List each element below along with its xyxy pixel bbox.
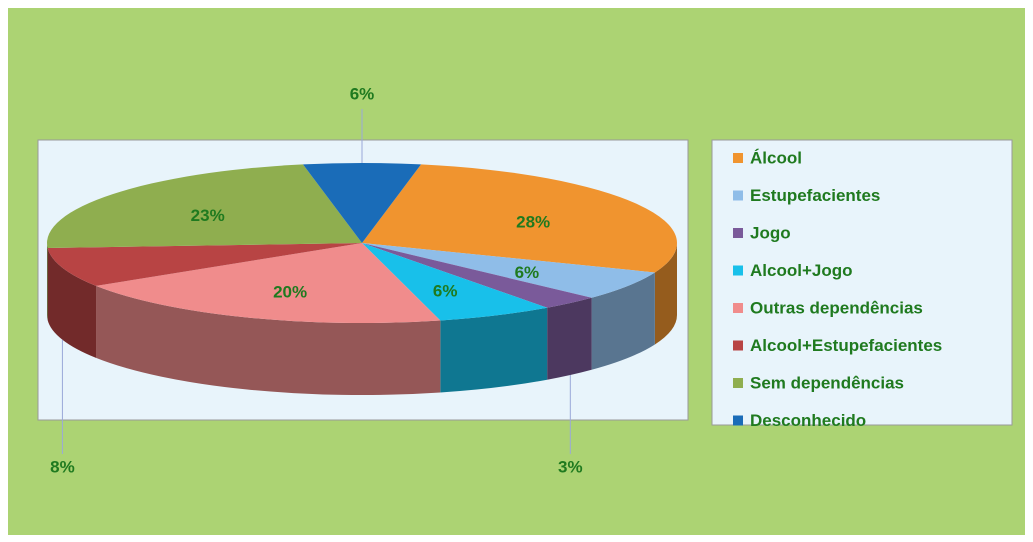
slice-side xyxy=(591,272,655,370)
legend-swatch xyxy=(733,340,743,351)
legend-swatch xyxy=(733,228,743,238)
legend-swatch xyxy=(733,303,743,313)
slice xyxy=(362,164,677,273)
legend-label: Outras dependências xyxy=(750,298,923,317)
slice-side xyxy=(47,248,97,358)
legend-label: Sem dependências xyxy=(750,373,904,392)
legend-label: Álcool xyxy=(750,148,802,167)
data-label: 28% xyxy=(516,213,550,232)
data-label: 6% xyxy=(433,281,458,300)
slice xyxy=(362,243,592,308)
data-label: 23% xyxy=(191,206,225,225)
slice-side xyxy=(440,307,548,393)
data-label: 6% xyxy=(350,84,375,103)
slice xyxy=(47,164,363,249)
legend-swatch xyxy=(733,415,743,426)
slice xyxy=(362,243,655,298)
legend-label: Alcool+Jogo xyxy=(750,261,852,280)
legend-label: Jogo xyxy=(750,223,791,242)
data-label: 6% xyxy=(515,263,540,282)
data-label: 20% xyxy=(273,283,307,302)
legend-swatch xyxy=(733,190,743,201)
legend-label: Alcool+Estupefacientes xyxy=(750,336,942,355)
data-label: 8% xyxy=(50,457,75,476)
slice xyxy=(302,162,422,243)
slice-side xyxy=(96,285,441,395)
slice xyxy=(362,243,548,321)
legend-swatch xyxy=(733,265,743,276)
legend-box xyxy=(711,139,1013,426)
legend-swatch xyxy=(733,378,743,388)
slice-side xyxy=(654,243,677,345)
legend-label: Desconhecido xyxy=(750,411,866,430)
slice xyxy=(96,243,441,324)
slice xyxy=(47,243,362,286)
slice-side xyxy=(547,297,592,380)
data-label: 3% xyxy=(558,457,583,476)
slice-side xyxy=(47,243,48,321)
legend-swatch xyxy=(733,153,743,163)
legend-label: Estupefacientes xyxy=(750,186,880,205)
